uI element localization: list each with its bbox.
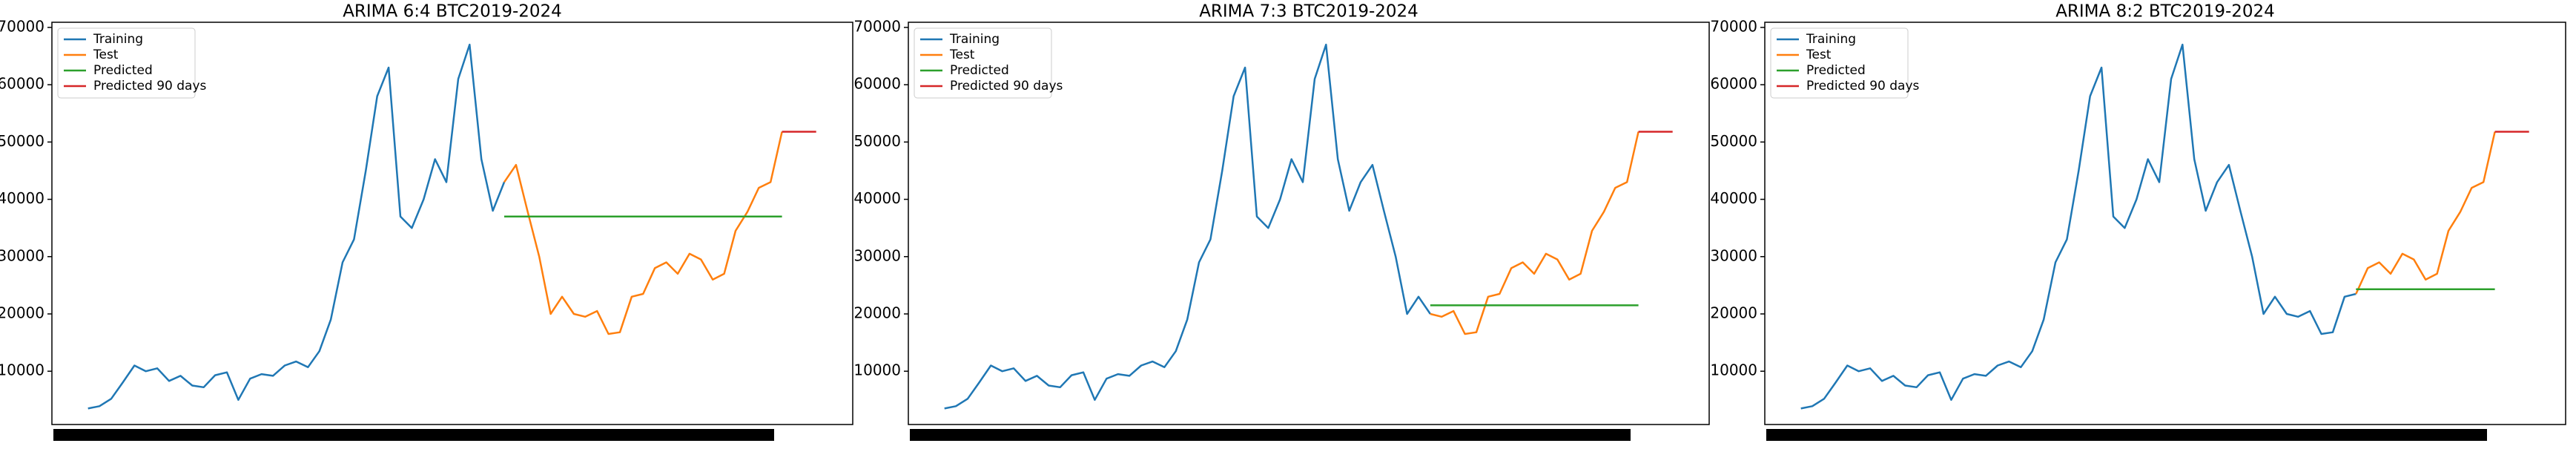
axes-frame [908, 22, 1710, 425]
y-tick-label: 60000 [0, 75, 44, 93]
chart-title: ARIMA 7:3 BTC2019-2024 [1199, 2, 1419, 22]
legend-label: Training [949, 32, 1000, 47]
legend-label: Predicted [93, 63, 153, 78]
y-tick-label: 10000 [853, 361, 901, 379]
y-tick-label: 30000 [853, 246, 901, 264]
legend-box [914, 27, 1052, 99]
chart-title: ARIMA 6:4 BTC2019-2024 [343, 2, 562, 22]
x-tick-labels-illegible [910, 429, 1631, 441]
axes-frame [1764, 22, 2566, 425]
legend-box [1770, 27, 1909, 99]
legend-label: Predicted 90 days [93, 79, 207, 94]
y-tick-label: 50000 [1710, 132, 1757, 150]
legend-label: Training [93, 32, 143, 47]
y-tick-label: 70000 [853, 17, 901, 35]
y-tick-label: 30000 [0, 246, 44, 264]
series-line [503, 131, 783, 335]
y-tick-label: 20000 [1710, 304, 1757, 321]
axes-frame [51, 22, 853, 425]
legend-label: Predicted [1806, 63, 1866, 78]
y-tick-label: 60000 [853, 75, 901, 93]
y-tick-label: 50000 [0, 132, 44, 150]
series-line [944, 43, 1431, 410]
y-tick-label: 50000 [853, 132, 901, 150]
legend-label: Test [1806, 47, 1832, 62]
legend-label: Predicted 90 days [1806, 79, 1920, 94]
subplot: 10000 20000 30000 40000 50000 60000 70000 Train… [853, 2, 1710, 441]
y-tick-label: 70000 [1710, 17, 1757, 35]
series-line [1430, 131, 1639, 335]
series-line [87, 43, 506, 410]
chart-title: ARIMA 8:2 BTC2019-2024 [2055, 2, 2275, 22]
legend-label: Predicted 90 days [950, 79, 1063, 94]
y-tick-label: 20000 [853, 304, 901, 321]
y-tick-label: 20000 [0, 304, 44, 321]
y-tick-label: 30000 [1710, 246, 1757, 264]
series-line [2355, 131, 2496, 295]
y-tick-label: 10000 [0, 361, 44, 379]
y-tick-label: 40000 [1710, 189, 1757, 207]
legend-label: Test [949, 47, 975, 62]
series-line [1800, 43, 2357, 410]
subplot: 10000 20000 30000 40000 50000 60000 70000 Train… [1710, 2, 2566, 441]
y-tick-label: 40000 [0, 189, 44, 207]
y-tick-label: 60000 [1710, 75, 1757, 93]
legend-label: Training [1806, 32, 1856, 47]
legend-label: Test [93, 47, 119, 62]
x-tick-labels-illegible [1766, 429, 2487, 441]
y-tick-label: 70000 [0, 17, 44, 35]
x-tick-labels-illegible [53, 429, 774, 441]
y-tick-label: 10000 [1710, 361, 1757, 379]
legend-box [57, 27, 196, 99]
y-tick-label: 40000 [853, 189, 901, 207]
legend-label: Predicted [950, 63, 1009, 78]
subplot: 10000 20000 30000 40000 50000 60000 70000 Train… [0, 2, 853, 441]
